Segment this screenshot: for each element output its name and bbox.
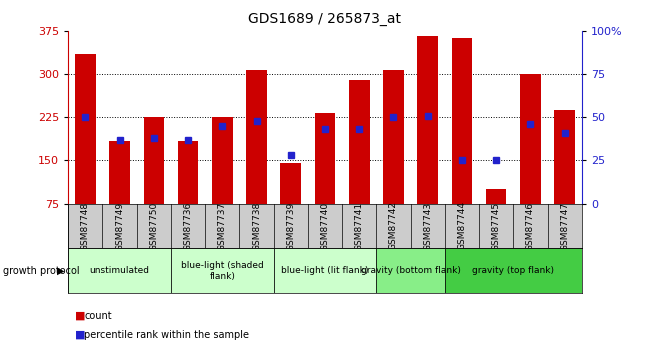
Text: GSM87736: GSM87736 <box>183 201 192 250</box>
Bar <box>281 163 301 204</box>
Text: blue-light (shaded
flank): blue-light (shaded flank) <box>181 261 264 280</box>
Text: ■: ■ <box>75 311 85 321</box>
Text: percentile rank within the sample: percentile rank within the sample <box>84 330 250 339</box>
Text: ■: ■ <box>75 330 85 339</box>
Text: GSM87737: GSM87737 <box>218 201 227 250</box>
Bar <box>212 117 233 204</box>
Bar <box>109 141 130 204</box>
Text: growth protocol: growth protocol <box>3 266 80 276</box>
Text: GSM87745: GSM87745 <box>491 201 500 250</box>
Bar <box>171 248 274 293</box>
Bar <box>274 248 376 293</box>
Bar <box>246 70 266 204</box>
Text: GSM87738: GSM87738 <box>252 201 261 250</box>
Text: GSM87743: GSM87743 <box>423 201 432 250</box>
Text: count: count <box>84 311 112 321</box>
Bar <box>486 189 506 204</box>
Bar <box>376 248 445 293</box>
Bar <box>554 110 575 204</box>
Text: gravity (bottom flank): gravity (bottom flank) <box>361 266 460 275</box>
Text: ▶: ▶ <box>57 266 64 276</box>
Bar <box>445 248 582 293</box>
Bar <box>349 80 369 204</box>
Text: GSM87744: GSM87744 <box>458 201 467 250</box>
Text: GSM87749: GSM87749 <box>115 201 124 250</box>
Text: GSM87742: GSM87742 <box>389 201 398 250</box>
Bar <box>178 141 198 204</box>
Bar <box>75 54 96 204</box>
Bar <box>144 117 164 204</box>
Bar <box>520 74 541 204</box>
Text: GSM87740: GSM87740 <box>320 201 330 250</box>
Text: blue-light (lit flank): blue-light (lit flank) <box>281 266 369 275</box>
Text: GSM87741: GSM87741 <box>355 201 364 250</box>
Text: GSM87747: GSM87747 <box>560 201 569 250</box>
Bar <box>417 36 438 204</box>
Text: GSM87746: GSM87746 <box>526 201 535 250</box>
Text: gravity (top flank): gravity (top flank) <box>473 266 554 275</box>
Bar <box>384 70 404 204</box>
Text: GSM87739: GSM87739 <box>286 201 295 250</box>
Text: GSM87750: GSM87750 <box>150 201 159 250</box>
Text: GSM87748: GSM87748 <box>81 201 90 250</box>
Bar <box>315 113 335 204</box>
Text: unstimulated: unstimulated <box>90 266 150 275</box>
Text: GDS1689 / 265873_at: GDS1689 / 265873_at <box>248 12 402 26</box>
Bar <box>68 248 171 293</box>
Bar <box>452 38 472 204</box>
